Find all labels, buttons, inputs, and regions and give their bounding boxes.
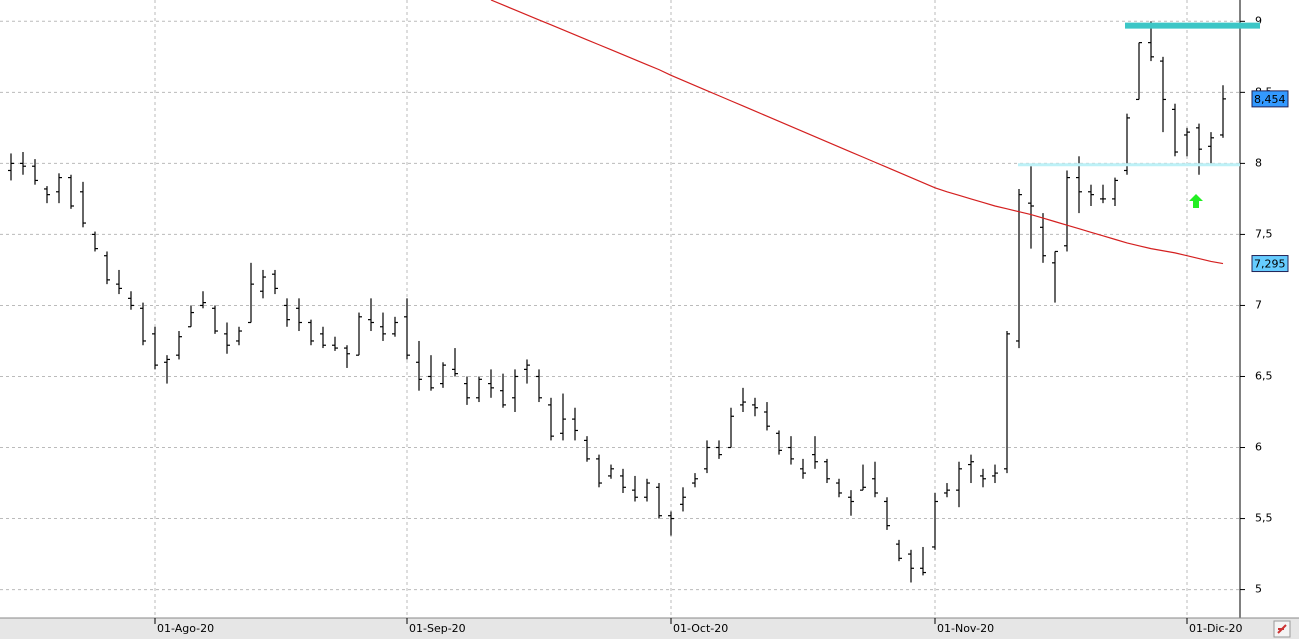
corner-icon: [1273, 620, 1291, 638]
grid: [0, 0, 1240, 618]
moving-average-line: [490, 0, 1224, 265]
up-arrow-icon: [1189, 194, 1203, 208]
x-tick-label: 01-Ago-20: [157, 622, 214, 635]
y-tick-label: 6: [1255, 441, 1262, 454]
y-tick-label: 9: [1255, 14, 1262, 27]
last-ma-label: 7,295: [1254, 258, 1286, 271]
axes: 55,566,577,588,5901-Ago-2001-Sep-2001-Oc…: [154, 14, 1289, 635]
y-tick-label: 6,5: [1255, 369, 1273, 382]
y-tick-label: 8: [1255, 156, 1262, 169]
x-tick-label: 01-Nov-20: [937, 622, 994, 635]
x-tick-label: 01-Sep-20: [409, 622, 466, 635]
x-axis-strip: [0, 618, 1299, 639]
plot-area: [8, 0, 1226, 583]
y-tick-label: 7,5: [1255, 227, 1273, 240]
x-tick-label: 01-Dic-20: [1189, 622, 1243, 635]
y-tick-label: 5: [1255, 583, 1262, 596]
last-close-label: 8,454: [1254, 93, 1286, 106]
y-tick-label: 7: [1255, 298, 1262, 311]
y-tick-label: 5,5: [1255, 512, 1273, 525]
x-tick-label: 01-Oct-20: [673, 622, 728, 635]
last-close-label-box: [1251, 90, 1289, 108]
last-ma-label-box: [1251, 255, 1289, 273]
